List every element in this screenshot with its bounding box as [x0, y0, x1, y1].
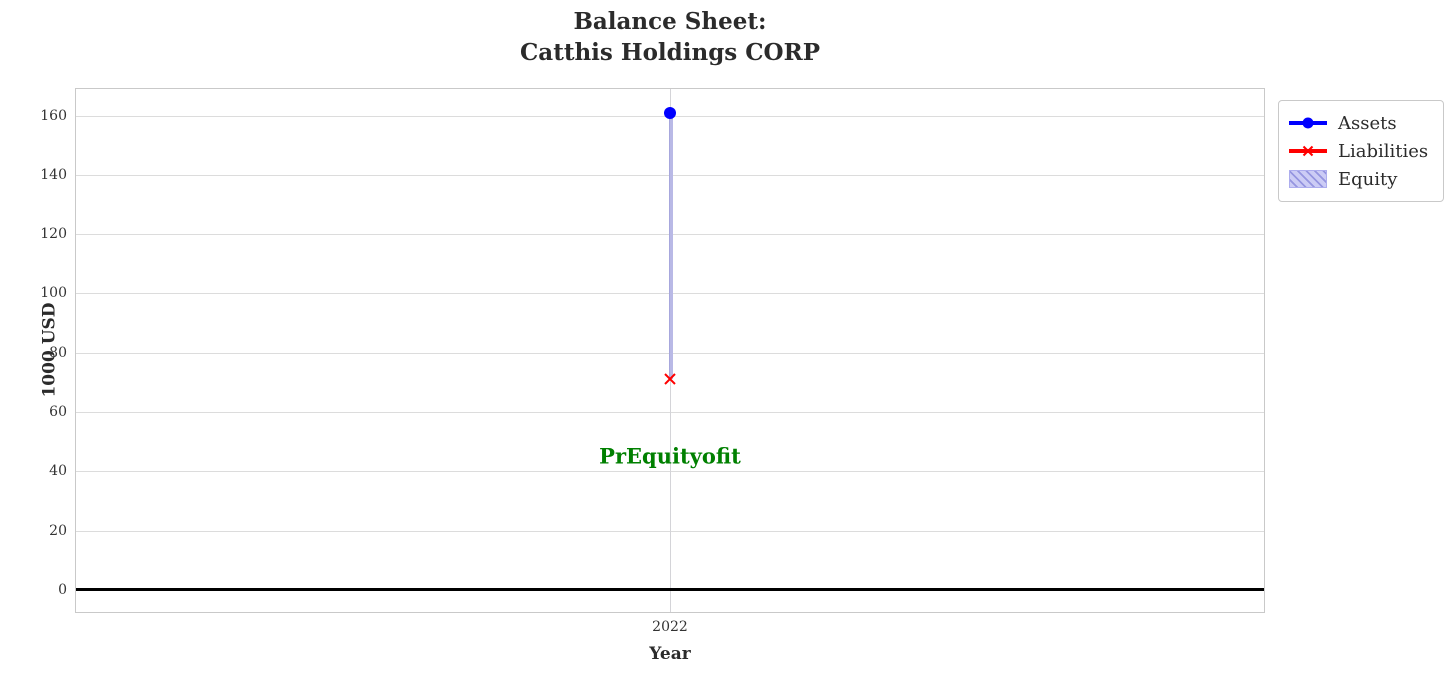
y-tick-label: 20	[49, 522, 67, 539]
legend: Assets Liabilities Equity	[1278, 100, 1444, 202]
y-tick-label: 100	[40, 285, 67, 302]
liabilities-data-point	[664, 373, 676, 386]
y-tick-label: 0	[58, 581, 67, 598]
plot-area: 0 20 40 60 80 100 120 140 160 PrEquityofit 2022	[40, 88, 1265, 635]
chart-title: Balance Sheet: Catthis Holdings CORP	[75, 6, 1265, 68]
legend-item-liabilities: Liabilities	[1289, 137, 1433, 165]
y-tick-label: 60	[49, 403, 67, 420]
zero-line	[76, 588, 1264, 592]
y-tick-label: 160	[40, 107, 67, 124]
y-tick-label: 80	[49, 344, 67, 361]
y-tick-label: 140	[40, 166, 67, 183]
legend-item-assets: Assets	[1289, 109, 1433, 137]
equity-band	[668, 112, 673, 380]
assets-line-marker-icon	[1289, 114, 1327, 132]
x-axis-label: Year	[649, 644, 691, 664]
annotation-text: PrEquityofit	[599, 443, 741, 469]
equity-hatched-patch-icon	[1289, 170, 1327, 188]
y-tick-label: 120	[40, 226, 67, 243]
assets-data-point	[664, 106, 676, 119]
legend-label-equity: Equity	[1338, 168, 1398, 190]
liabilities-line-marker-icon	[1289, 142, 1327, 160]
legend-label-liabilities: Liabilities	[1338, 140, 1429, 162]
legend-item-equity: Equity	[1289, 165, 1433, 193]
x-tick-label: 2022	[652, 619, 688, 635]
legend-label-assets: Assets	[1338, 112, 1397, 134]
chart-title-line2: Catthis Holdings CORP	[519, 39, 820, 66]
y-tick-label: 40	[49, 463, 67, 480]
chart-title-line1: Balance Sheet:	[573, 8, 767, 35]
y-axis-label: 1000 USD	[39, 302, 60, 398]
